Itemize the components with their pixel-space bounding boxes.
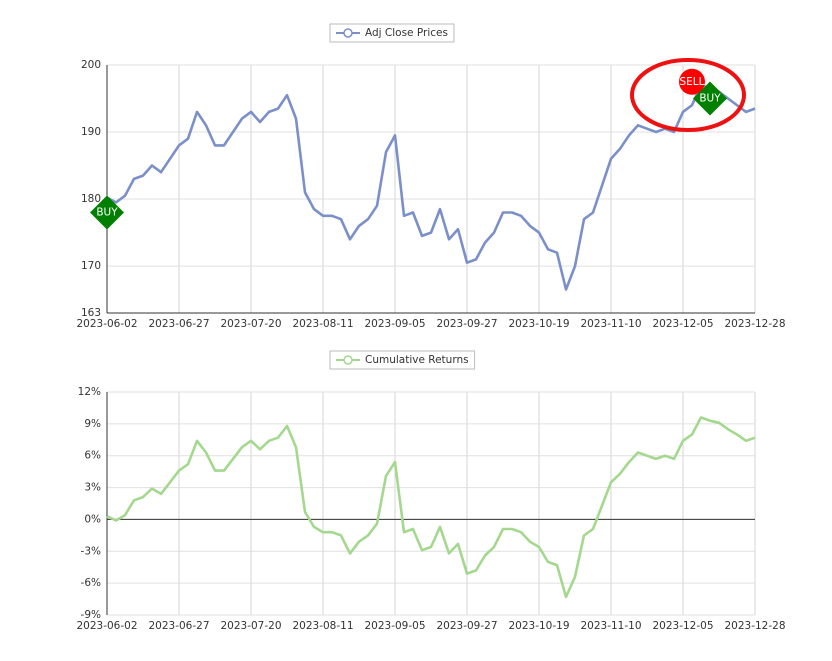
- highlight-ellipse: [630, 58, 746, 132]
- y-tick-label: 200: [81, 59, 101, 71]
- series-line: [106, 83, 756, 291]
- buy-marker: [90, 195, 124, 230]
- legend: Adj Close Prices: [329, 23, 455, 43]
- x-tick-label: 2023-06-02: [76, 620, 137, 632]
- legend: Cumulative Returns: [329, 350, 476, 370]
- x-tick-label: 2023-09-05: [364, 620, 425, 632]
- series-line: [106, 416, 756, 599]
- y-tick-label: 6%: [84, 450, 101, 462]
- y-tick-label: 0%: [84, 513, 101, 525]
- y-tick-label: -3%: [81, 545, 101, 557]
- y-tick-label: -9%: [81, 609, 101, 621]
- x-tick-label: 2023-06-02: [76, 318, 137, 330]
- x-tick-label: 2023-07-20: [220, 620, 281, 632]
- sell-marker: [679, 68, 705, 95]
- x-tick-label: 2023-10-19: [508, 620, 569, 632]
- legend-box: [329, 23, 455, 43]
- x-tick-label: 2023-12-05: [652, 620, 713, 632]
- legend-box: [329, 350, 476, 370]
- x-tick-label: 2023-08-11: [292, 620, 353, 632]
- x-tick-label: 2023-08-11: [292, 318, 353, 330]
- x-tick-label: 2023-09-05: [364, 318, 425, 330]
- y-tick-label: 190: [81, 126, 101, 138]
- y-tick-label: 12%: [78, 386, 101, 398]
- legend-label: Cumulative Returns: [365, 354, 469, 366]
- x-tick-label: 2023-06-27: [148, 620, 209, 632]
- x-tick-label: 2023-06-27: [148, 318, 209, 330]
- legend-symbol: [343, 355, 353, 365]
- annotation-label: BUY: [699, 93, 721, 105]
- x-tick-label: 2023-11-10: [580, 620, 641, 632]
- x-tick-label: 2023-09-27: [436, 620, 497, 632]
- x-tick-label: 2023-12-28: [724, 620, 785, 632]
- y-tick-label: 163: [81, 307, 101, 319]
- y-tick-label: 180: [81, 193, 101, 205]
- x-tick-label: 2023-10-19: [508, 318, 569, 330]
- legend-symbol: [343, 28, 353, 38]
- y-tick-label: 170: [81, 260, 101, 272]
- x-tick-label: 2023-07-20: [220, 318, 281, 330]
- buy-marker: [693, 81, 727, 116]
- y-tick-label: 3%: [84, 482, 101, 494]
- x-tick-label: 2023-11-10: [580, 318, 641, 330]
- x-tick-label: 2023-12-05: [652, 318, 713, 330]
- x-tick-label: 2023-09-27: [436, 318, 497, 330]
- y-tick-label: -6%: [81, 577, 101, 589]
- annotation-label: SELL: [680, 76, 705, 88]
- x-tick-label: 2023-12-28: [724, 318, 785, 330]
- annotation-label: BUY: [96, 206, 118, 218]
- legend-label: Adj Close Prices: [365, 27, 448, 39]
- y-tick-label: 9%: [84, 418, 101, 430]
